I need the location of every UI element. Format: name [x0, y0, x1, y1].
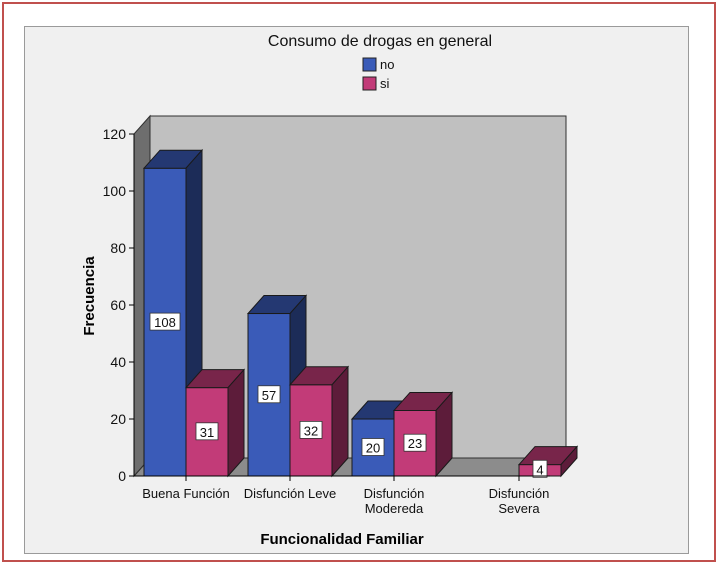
data-label: 108 [154, 315, 176, 330]
data-label: 31 [200, 425, 214, 440]
y-axis: 0 20 40 60 80 100 120 [103, 126, 135, 484]
x-tick-label: Severa [498, 501, 540, 516]
data-label: 4 [536, 462, 543, 477]
data-label: 23 [408, 436, 422, 451]
y-tick-label: 40 [110, 354, 126, 370]
data-label-box [195, 422, 219, 441]
bar-no-0: 108 [142, 148, 204, 478]
bar-si-0: 31 [184, 368, 246, 478]
data-label-box [532, 459, 548, 478]
y-tick-label: 100 [103, 183, 127, 199]
bar-side [227, 368, 245, 478]
x-tick-label: Disfunción [364, 486, 425, 501]
y-tick-label: 20 [110, 411, 126, 427]
bar-si-1: 32 [288, 365, 350, 478]
bar-side [560, 445, 578, 478]
data-label-box [299, 420, 323, 439]
data-label: 20 [366, 441, 380, 456]
legend-title: Consumo de drogas en general [268, 33, 492, 50]
data-label: 32 [304, 423, 318, 438]
y-tick-label: 60 [110, 297, 126, 313]
x-tick-label: Disfunción Leve [244, 486, 337, 501]
x-tick-label: Disfunción [489, 486, 550, 501]
bars-group: 108 31 57 32 20 23 4 [142, 148, 579, 478]
y-axis-title: Frecuencia [81, 256, 98, 336]
x-tick-label: Buena Función [142, 486, 229, 501]
legend-label-no: no [380, 57, 394, 72]
legend-label-si: si [380, 76, 390, 91]
y-tick-label: 80 [110, 240, 126, 256]
bar-si-2: 23 [392, 391, 454, 478]
x-tick-label: Modereda [365, 501, 424, 516]
x-axis: Buena Función Disfunción Leve DisfunciónMo… [134, 475, 550, 516]
data-label-box [403, 433, 427, 452]
data-label-box [149, 312, 181, 331]
bar-side [331, 365, 349, 478]
legend-swatch-si [362, 76, 377, 91]
y-tick-label: 120 [103, 126, 127, 142]
legend: no si [362, 57, 394, 91]
data-label-box [361, 438, 385, 456]
legend-swatch-no [362, 57, 377, 72]
bar-si-3: 4 [517, 445, 579, 478]
x-axis-title: Funcionalidad Familiar [260, 531, 424, 548]
bar-side [435, 391, 453, 478]
data-label: 57 [262, 388, 276, 403]
y-tick-label: 0 [118, 468, 126, 484]
data-label-box [257, 385, 281, 404]
